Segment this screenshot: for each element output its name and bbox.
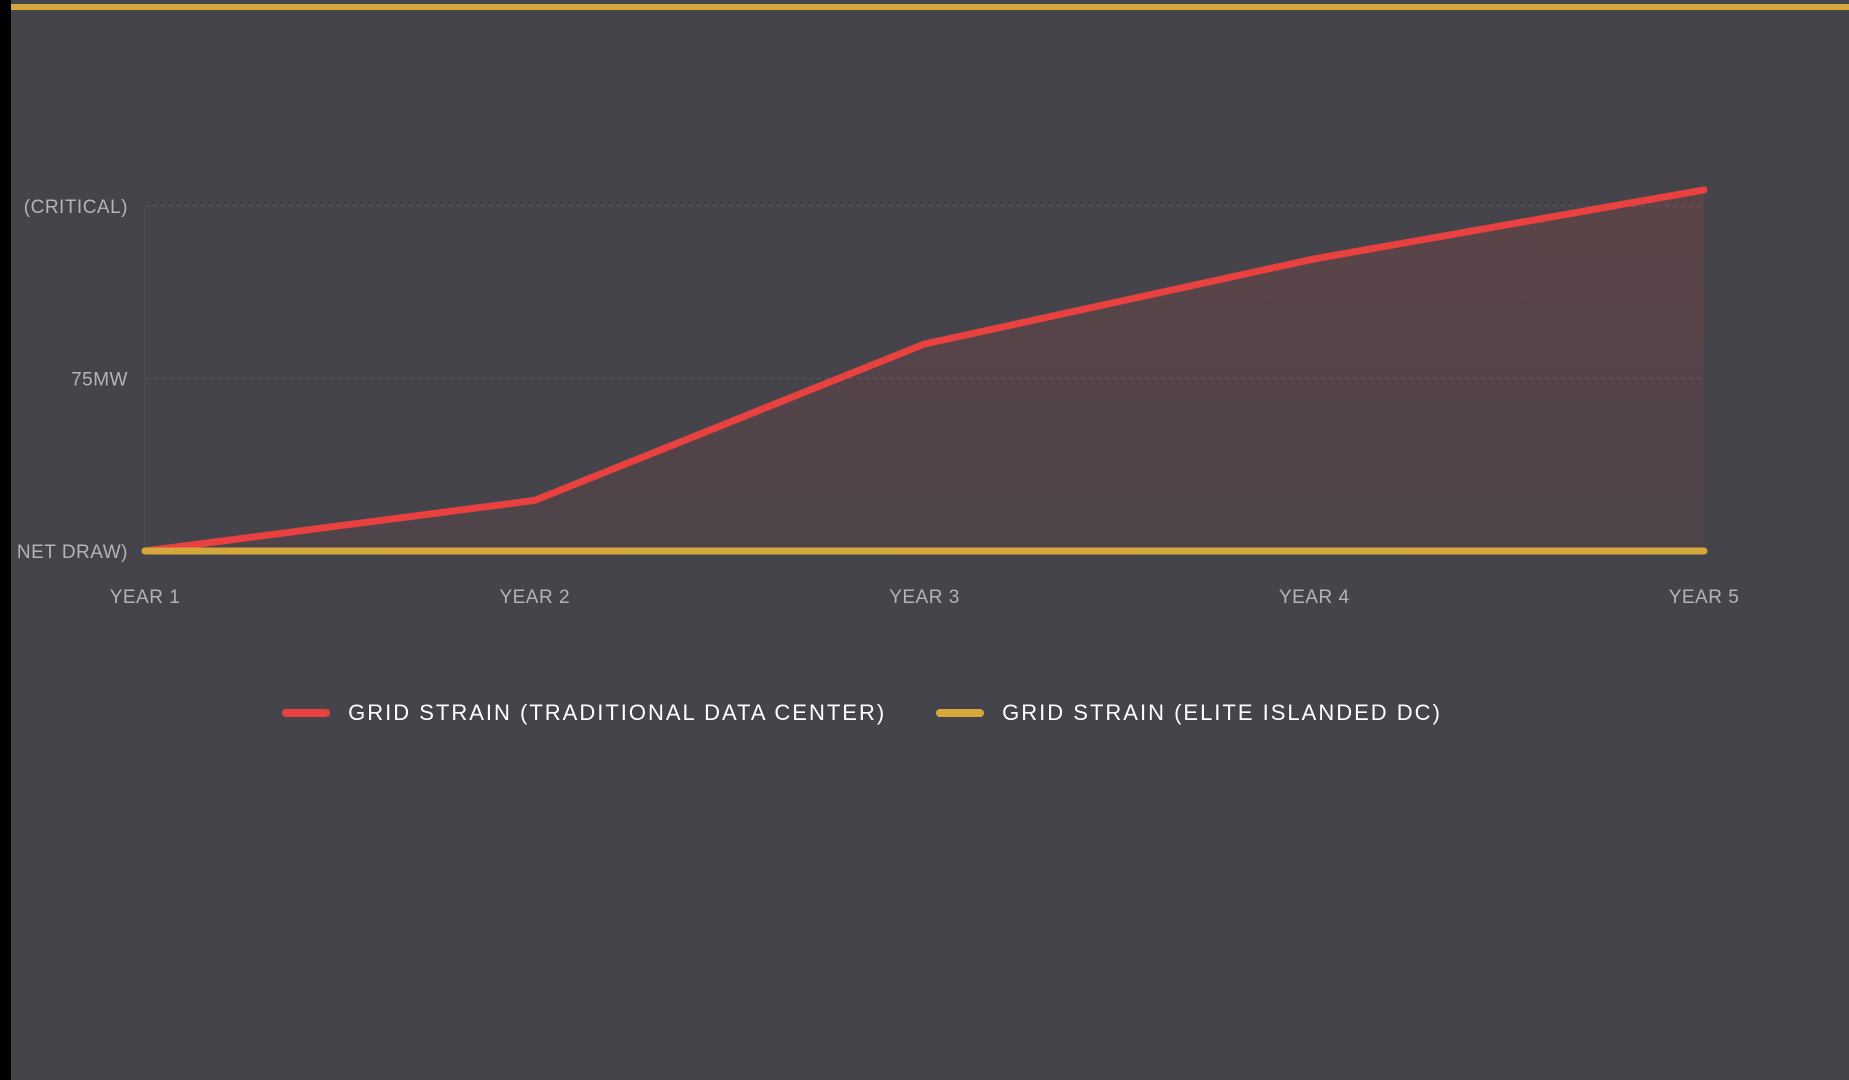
chart-legend: GRID STRAIN (TRADITIONAL DATA CENTER) GR…: [11, 700, 1781, 726]
y-tick-label-1: 75MW: [71, 370, 128, 391]
x-axis-ticks: YEAR 1 YEAR 2 YEAR 3 YEAR 4 YEAR 5: [110, 587, 1740, 608]
line-chart: NET DRAW)75MW(CRITICAL) YEAR 1 YEAR 2 YEAR…: [17, 186, 1740, 608]
y-tick-label-2: (CRITICAL): [24, 197, 128, 218]
legend-item-islanded[interactable]: GRID STRAIN (ELITE ISLANDED DC): [936, 700, 1442, 726]
series-layer: [141, 186, 1708, 555]
legend-label-traditional: GRID STRAIN (TRADITIONAL DATA CENTER): [348, 700, 887, 725]
legend-label-islanded: GRID STRAIN (ELITE ISLANDED DC): [1002, 700, 1442, 725]
top-accent-rule: [11, 4, 1849, 10]
chart-panel: NET DRAW) 75MW (CRITICAL) YEAR 1 YEAR 2 YEAR…: [11, 0, 1849, 1080]
x-tick-label-1: YEAR 2: [499, 587, 570, 608]
x-tick-label-3: YEAR 4: [1279, 587, 1350, 608]
y-axis-ticks: NET DRAW) 75MW (CRITICAL): [17, 197, 128, 563]
x-tick-label-4: YEAR 5: [1669, 587, 1740, 608]
legend-swatch-islanded: [936, 709, 985, 717]
series-area-0: [145, 189, 1704, 551]
x-tick-label-0: YEAR 1: [110, 587, 181, 608]
x-tick-label-2: YEAR 3: [889, 587, 960, 608]
area-layer: [145, 189, 1704, 551]
y-tick-label-0: NET DRAW): [17, 542, 128, 563]
legend-item-traditional[interactable]: GRID STRAIN (TRADITIONAL DATA CENTER): [282, 700, 886, 726]
legend-swatch-traditional: [282, 709, 331, 717]
